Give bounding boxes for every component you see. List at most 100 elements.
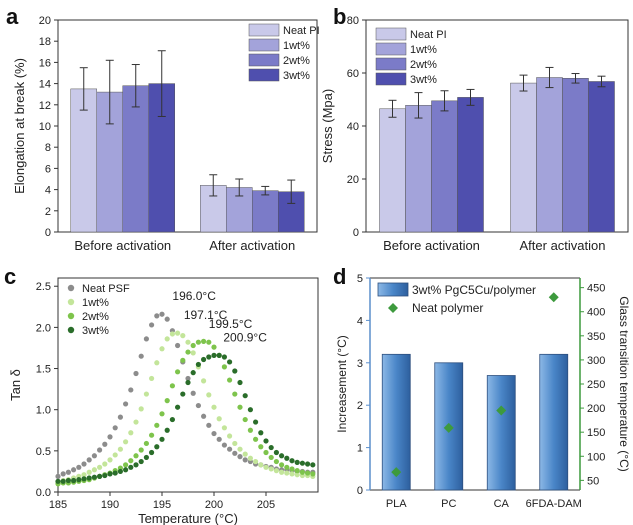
y-tick-label: 2.0	[36, 322, 51, 334]
point-1wt	[284, 470, 290, 476]
y-tick-label: 1.0	[36, 405, 51, 417]
point-neat-psf	[216, 436, 222, 442]
marker-neat-polymer	[496, 405, 507, 416]
point-1wt	[107, 457, 113, 463]
y2-tick-label: 150	[587, 427, 605, 439]
bar-2wt	[431, 100, 458, 233]
point-1wt	[117, 446, 123, 452]
y-tick-label: 12	[39, 100, 51, 112]
point-1wt	[143, 391, 149, 397]
point-neat-psf	[71, 467, 77, 473]
y2-tick-label: 450	[587, 283, 605, 295]
y2-tick-label: 100	[587, 451, 605, 463]
point-2wt	[128, 458, 134, 464]
marker-neat-polymer	[548, 292, 559, 303]
bar-1wt	[405, 105, 432, 233]
point-2wt	[211, 344, 217, 350]
point-1wt	[294, 472, 300, 478]
y2-tick-label: 300	[587, 355, 605, 367]
point-1wt	[279, 469, 285, 475]
point-3wt	[71, 477, 77, 484]
point-2wt	[289, 466, 295, 472]
point-3wt	[107, 471, 113, 477]
legend-swatch-2wt	[375, 57, 407, 71]
point-1wt	[112, 452, 118, 458]
point-neat-psf	[97, 447, 103, 453]
point-neat-psf	[81, 461, 87, 467]
point-3wt	[211, 352, 217, 358]
x-tick-label: 200	[205, 499, 223, 511]
point-2wt	[237, 404, 243, 410]
point-2wt	[253, 436, 259, 442]
point-3wt	[143, 454, 149, 461]
x-tick-label: 185	[49, 499, 67, 511]
point-3wt	[91, 474, 97, 480]
point-neat-psf	[154, 313, 160, 319]
point-3wt	[97, 473, 103, 479]
point-neat-psf	[149, 322, 155, 328]
y-tick-label: 8	[45, 142, 51, 154]
point-1wt	[289, 471, 295, 477]
point-neat-psf	[201, 413, 207, 419]
point-neat-psf	[117, 414, 123, 420]
plot-frame	[57, 277, 319, 493]
point-2wt	[258, 444, 264, 450]
y-tick-label: 1.5	[36, 364, 51, 376]
legend-label-1wt: 1wt%	[283, 40, 310, 52]
point-neat-psf	[175, 342, 181, 349]
x-category-label: After activation	[520, 238, 606, 253]
point-3wt	[190, 370, 196, 376]
legend-label-neat-pi: Neat PI	[283, 25, 320, 37]
point-3wt	[206, 354, 212, 360]
panel-label-d: d	[333, 264, 346, 289]
x-axis-label: Temperature (°C)	[138, 511, 238, 525]
point-1wt	[81, 472, 87, 478]
legend-marker-3wt	[67, 326, 75, 334]
y2-tick-label: 250	[587, 379, 605, 391]
point-3wt	[195, 361, 201, 368]
point-2wt	[206, 339, 212, 345]
x-tick-label: 195	[153, 499, 171, 511]
point-3wt	[289, 458, 295, 464]
point-3wt	[263, 438, 269, 444]
point-3wt	[221, 354, 227, 360]
point-neat-psf	[107, 434, 113, 440]
point-2wt	[195, 339, 201, 345]
y2-tick-label: 400	[587, 307, 605, 319]
x-category-label: PC	[441, 498, 456, 510]
point-neat-psf	[138, 353, 144, 359]
point-1wt	[154, 360, 160, 366]
point-1wt	[268, 466, 274, 472]
legend-label-neat-pi: Neat PI	[410, 29, 447, 41]
y-tick-label: 2	[357, 400, 363, 412]
y-axis-label: Stress (Mpa)	[320, 89, 335, 163]
legend-marker-2wt	[67, 312, 75, 320]
point-2wt	[138, 447, 144, 453]
x-category-label: CA	[494, 498, 510, 510]
point-3wt	[154, 444, 160, 450]
point-3wt	[128, 464, 134, 470]
point-2wt	[133, 453, 139, 459]
y-tick-label: 5	[357, 273, 363, 285]
point-2wt	[273, 458, 279, 465]
y-tick-label: 16	[39, 57, 51, 69]
point-1wt	[175, 330, 181, 336]
point-1wt	[149, 375, 155, 382]
y-tick-label: 3	[357, 358, 363, 370]
marker-neat-polymer	[391, 467, 402, 478]
bar-1wt	[536, 77, 563, 233]
point-3wt	[164, 427, 170, 433]
y-tick-label: 0.0	[36, 487, 51, 499]
point-neat-psf	[123, 401, 129, 407]
point-3wt	[133, 462, 139, 468]
point-neat-psf	[112, 425, 118, 431]
legend-swatch-neat-pi	[375, 27, 407, 41]
point-neat-psf	[195, 402, 201, 409]
legend-label-1wt: 1wt%	[82, 297, 109, 309]
point-neat-psf	[232, 450, 238, 456]
point-3wt	[102, 472, 108, 479]
point-3wt	[242, 393, 248, 399]
legend-marker-1wt	[67, 298, 75, 306]
y2-tick-label: 200	[587, 403, 605, 415]
peak-label-2wt: 199.5°C	[209, 317, 253, 331]
